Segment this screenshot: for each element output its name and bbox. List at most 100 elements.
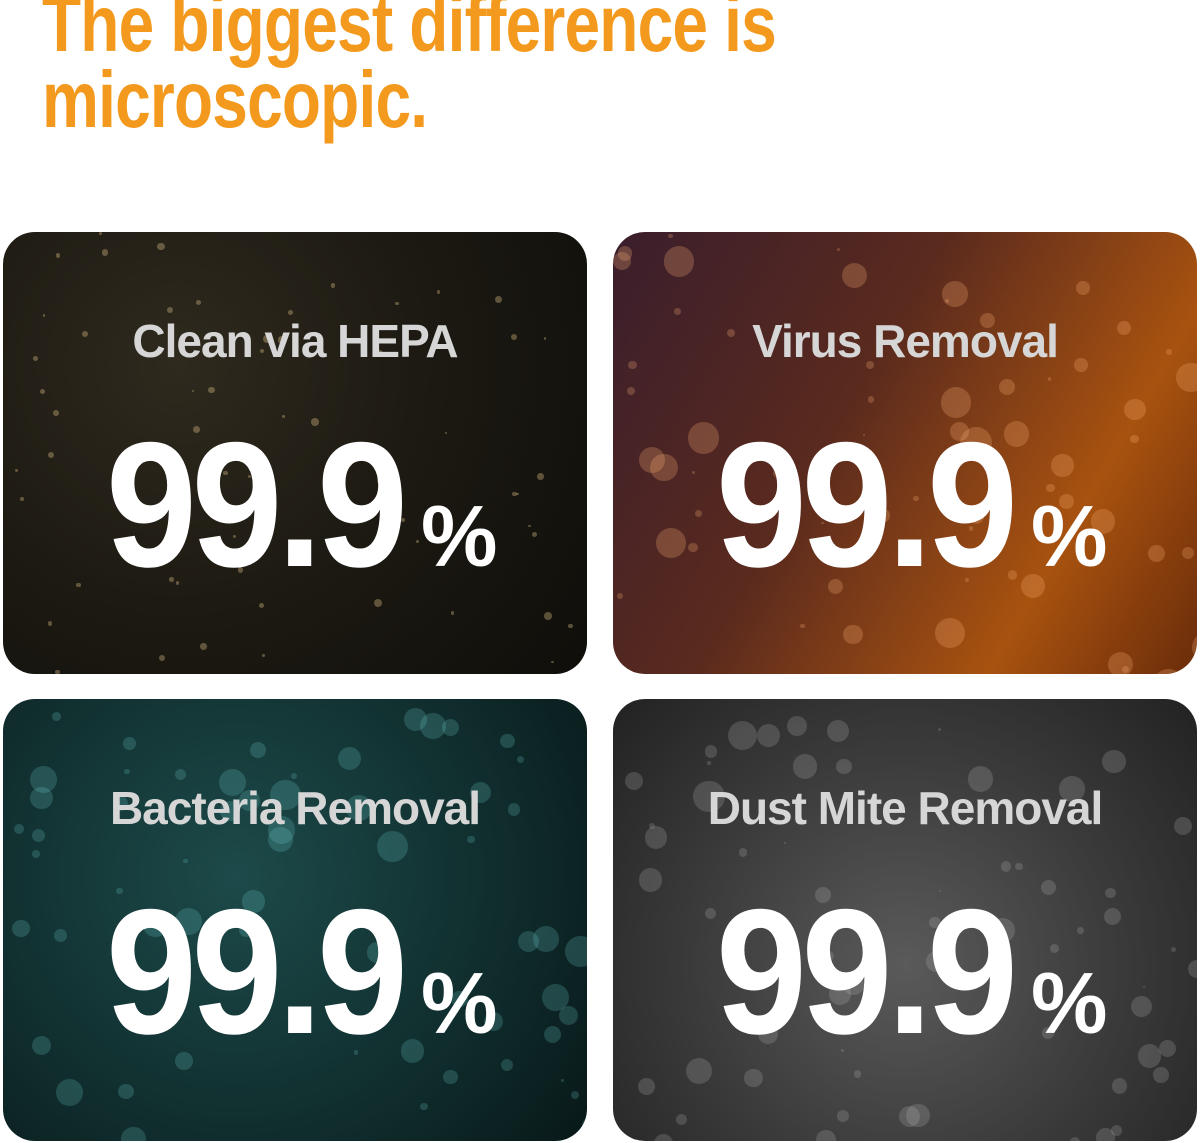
texture-speck (517, 930, 539, 953)
texture-speck (1007, 570, 1018, 580)
texture-speck (543, 1025, 561, 1044)
texture-speck (174, 1052, 193, 1071)
texture-speck (450, 611, 455, 615)
texture-speck (668, 233, 673, 239)
card-dust-mite-removal: Dust Mite Removal 99.9% (613, 699, 1197, 1141)
value-unit: % (420, 489, 498, 585)
texture-speck (123, 768, 130, 775)
texture-speck (219, 769, 247, 797)
texture-speck (346, 794, 373, 821)
value-unit: % (420, 956, 498, 1052)
texture-speck (436, 290, 441, 294)
texture-speck (483, 1011, 503, 1031)
texture-speck (1050, 944, 1060, 954)
texture-speck (862, 434, 865, 437)
texture-speck (940, 387, 972, 418)
texture-speck (499, 733, 515, 749)
texture-speck (47, 452, 54, 459)
texture-speck (842, 263, 868, 289)
texture-speck (1047, 377, 1051, 381)
texture-speck (744, 1068, 763, 1088)
texture-speck (1124, 398, 1146, 421)
texture-speck (290, 772, 298, 780)
texture-speck (989, 917, 1015, 943)
texture-speck (1153, 1066, 1169, 1083)
texture-speck (939, 890, 942, 893)
texture-speck (263, 334, 272, 343)
texture-speck (1103, 907, 1121, 925)
texture-speck (293, 542, 299, 548)
texture-speck (101, 248, 109, 256)
texture-speck (223, 470, 228, 476)
texture-speck (29, 765, 57, 794)
texture-speck (117, 1083, 134, 1100)
texture-speck (567, 623, 573, 629)
texture-speck (42, 314, 46, 317)
texture-speck (676, 1114, 688, 1126)
texture-speck (242, 890, 265, 913)
texture-speck (582, 1116, 587, 1134)
texture-speck (655, 527, 686, 558)
texture-speck (824, 951, 835, 962)
texture-speck (40, 389, 46, 395)
texture-speck (20, 497, 25, 502)
texture-speck (1075, 281, 1090, 296)
texture-speck (532, 531, 538, 537)
texture-speck (76, 582, 81, 588)
texture-speck (757, 1023, 778, 1045)
texture-speck (1077, 926, 1085, 934)
texture-speck (238, 923, 253, 938)
texture-speck (404, 708, 428, 732)
card-value: 99.9% (613, 402, 1197, 607)
texture-speck (570, 1090, 580, 1100)
value-number: 99.9 (105, 872, 407, 1071)
texture-speck (1174, 816, 1193, 835)
texture-speck (443, 1069, 458, 1085)
texture-speck (815, 1129, 837, 1141)
texture-speck (1090, 509, 1116, 534)
texture-speck (695, 510, 703, 518)
texture-speck (15, 469, 18, 472)
texture-speck (792, 754, 817, 779)
texture-speck (663, 245, 695, 277)
texture-speck (420, 713, 446, 739)
texture-speck (926, 951, 948, 973)
texture-speck (1147, 545, 1165, 563)
texture-speck (451, 990, 468, 1008)
texture-speck (56, 1078, 84, 1106)
texture-speck (12, 919, 30, 938)
texture-speck (507, 803, 521, 816)
texture-speck (565, 936, 587, 968)
texture-speck (175, 908, 203, 936)
texture-speck (466, 835, 475, 844)
texture-speck (544, 612, 553, 621)
texture-speck (551, 660, 554, 663)
texture-speck (853, 1070, 861, 1078)
texture-speck (945, 299, 950, 304)
texture-speck (262, 654, 266, 658)
texture-speck (898, 1106, 920, 1128)
card-value: 99.9% (3, 402, 587, 607)
texture-speck (787, 715, 808, 736)
texture-speck (1042, 1027, 1054, 1040)
texture-speck (48, 621, 53, 626)
texture-speck (52, 712, 61, 721)
texture-speck (1102, 749, 1126, 773)
texture-speck (727, 720, 757, 751)
texture-speck (1165, 349, 1173, 356)
texture-speck (213, 490, 216, 493)
texture-speck (268, 826, 294, 852)
texture-speck (836, 758, 852, 775)
texture-speck (542, 984, 569, 1011)
texture-speck (516, 755, 525, 764)
texture-speck (400, 1039, 425, 1064)
texture-speck (1188, 960, 1197, 979)
texture-speck (444, 431, 447, 434)
texture-speck (169, 577, 174, 582)
texture-speck (53, 410, 60, 417)
texture-speck (157, 242, 165, 251)
texture-speck (167, 307, 174, 314)
texture-speck (836, 248, 841, 252)
headline: The biggest difference is microscopic. (42, 0, 777, 140)
texture-speck (232, 535, 237, 539)
